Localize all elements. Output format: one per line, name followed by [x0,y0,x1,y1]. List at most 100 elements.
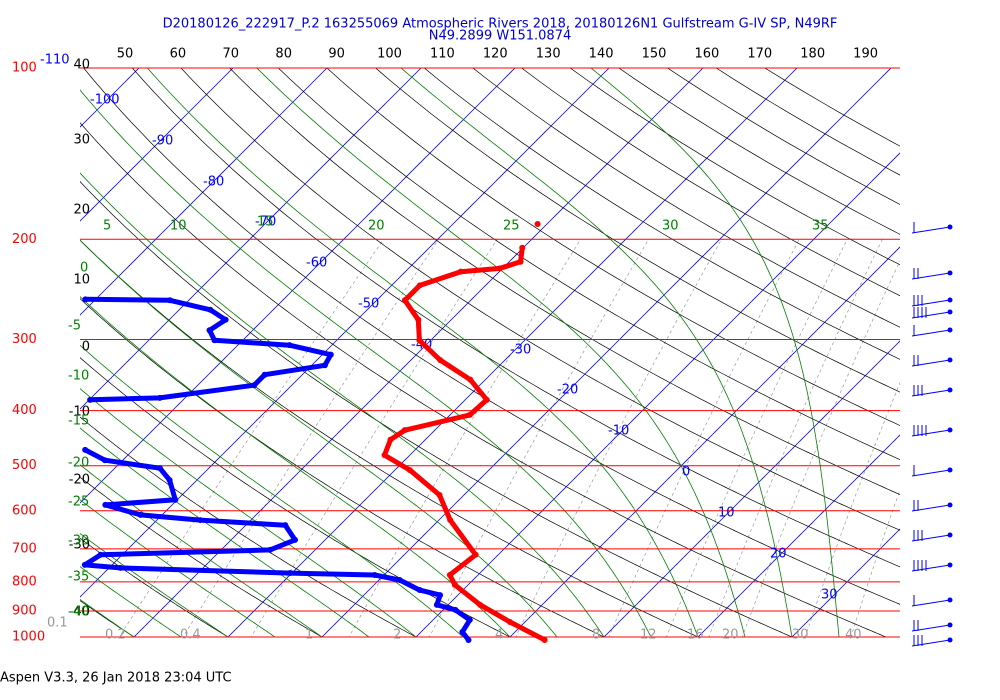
barb-dot [947,427,953,433]
dry-adiabat-label: 10 [73,273,90,288]
moist-adiabat [80,427,370,637]
sounding-point [401,427,408,434]
moist-adiabat-label: 0 [80,261,88,276]
sounding-point [117,564,124,571]
mixing-ratio-line [608,239,800,637]
sounding-point [447,517,454,524]
sounding-point [166,297,173,304]
moist-adiabat [80,388,417,637]
isotherm [791,528,900,637]
barb-dot [947,597,953,603]
sounding-point [465,636,472,643]
mixing-ratio-line [515,239,722,637]
dry-adiabat-label: 130 [536,47,561,62]
chart-title: D20180126_222917_P.2 163255069 Atmospher… [163,17,838,32]
mixing-ratio-label: 20 [722,628,739,643]
moist-adiabat-label: 25 [503,219,520,234]
sounding-point [282,522,289,529]
isotherm-label: -60 [306,256,327,271]
barb-dot [947,297,953,303]
wind-barb [911,355,953,367]
dry-adiabat [715,68,900,176]
pressure-label: 900 [12,603,37,618]
barb-dot [947,502,953,508]
moist-adiabat-label: -5 [68,319,81,334]
wind-barb [911,425,953,437]
isotherm [0,55,58,649]
dry-adiabat-label: 100 [377,47,402,62]
moist-adiabat-label: -40 [68,605,89,620]
footer: Aspen V3.3, 26 Jan 2018 23:04 UTC [0,671,232,686]
isotherm-label: 0 [682,465,690,480]
sounding-point [472,551,479,558]
sounding-point [519,244,526,251]
sounding-point [166,477,173,484]
isotherm [80,68,422,410]
sounding-point [517,258,524,265]
sounding-point [451,581,458,588]
dry-adiabat-label: 170 [747,47,772,62]
isotherm-label: -20 [557,383,578,398]
sounding-point [371,571,378,578]
dry-adiabat [80,181,793,637]
sounding-point [206,327,213,334]
dry-adiabat-label: 190 [853,47,878,62]
pressure-label: 500 [12,458,37,473]
mixing-ratio-label: 2 [393,628,401,643]
moist-adiabat [80,566,182,637]
moist-adiabat [400,68,793,637]
wind-barb [911,560,953,572]
mixing-ratio-line [708,239,883,637]
pressure-label: 600 [12,503,37,518]
dry-adiabat-label: 30 [73,133,90,148]
moist-adiabat-label: 15 [257,215,274,230]
pressure-label: 200 [12,232,37,247]
sounding-point [496,265,503,272]
dry-adiabat-label: 50 [117,47,134,62]
wind-barb [911,268,953,280]
sounding-point [172,496,179,503]
mixing-ratio-label: 1 [305,628,313,643]
sounding-point [82,446,89,453]
background-lines [0,55,900,649]
wind-barb [911,307,953,319]
dry-adiabat [131,68,900,568]
sounding-point [506,618,513,625]
mixing-ratio-line [428,239,650,637]
sounding-point [321,362,328,369]
sounding-point [261,371,268,378]
dry-adiabat [80,122,887,637]
dry-adiabat-label: -20 [69,473,90,488]
isotherm [321,68,892,637]
sounding-point [466,411,473,418]
sounding-line [85,296,334,403]
sounding-point [211,337,218,344]
barb-staff [911,469,951,477]
barb-dot [947,637,953,643]
sounding-point [459,629,466,636]
moist-adiabat-label: 35 [812,219,829,234]
sounding-point [287,570,294,577]
sounding-point [433,601,440,608]
moist-adiabat-label: -35 [68,570,89,585]
barb-dot [947,467,953,473]
sounding-point [327,351,334,358]
isotherm [133,68,704,637]
wind-barb [911,222,953,234]
sounding-point [401,297,408,304]
dry-adiabat-label: -30 [69,538,90,553]
dry-adiabat-label: 110 [430,47,455,62]
sounding-line [82,447,473,642]
chart-subtitle: N49.2899 W151.0874 [429,29,572,44]
sounding-point [437,592,444,599]
dry-adiabat-label: 140 [589,47,614,62]
barb-dot [947,309,953,315]
sounding-point [483,396,490,403]
dry-adiabat [618,68,900,235]
moist-adiabat-label: -30 [68,534,89,549]
moist-adiabat [80,68,652,637]
barb-dot [947,357,953,363]
moist-adiabat [256,68,746,637]
moist-adiabat [80,499,276,637]
sounding-point [467,376,474,383]
